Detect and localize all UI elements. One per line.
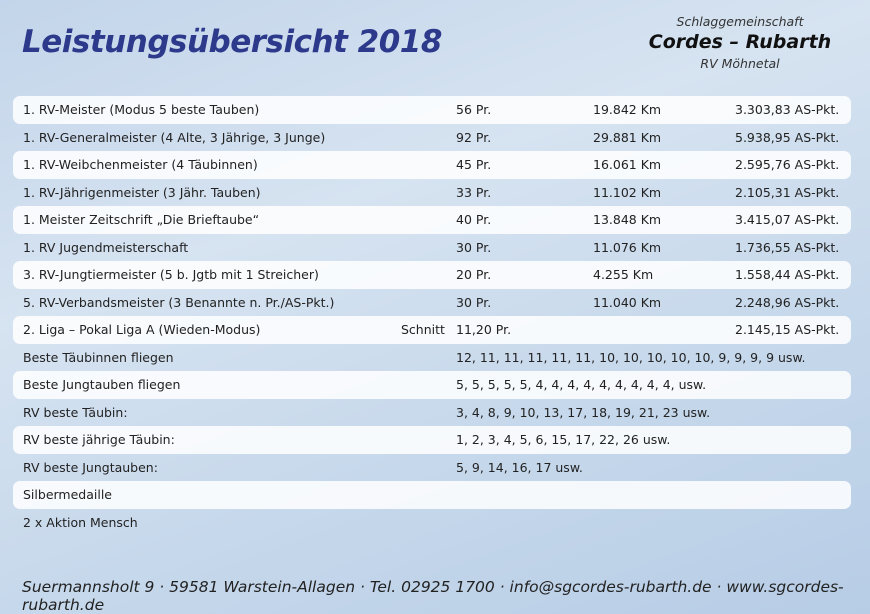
result-points: 2.105,31 AS-Pkt. bbox=[735, 184, 840, 200]
result-points: 1.736,55 AS-Pkt. bbox=[735, 239, 840, 255]
result-row: 3. RV-Jungtiermeister (5 b. Jgtb mit 1 S… bbox=[13, 261, 851, 289]
result-row: 1. RV-Weibchenmeister (4 Täubinnen) 45 Pr… bbox=[13, 151, 851, 179]
extra-value: 12, 11, 11, 11, 11, 11, 10, 10, 10, 10, … bbox=[456, 349, 806, 365]
result-label: 1. RV-Jährigenmeister (3 Jähr. Tauben) bbox=[23, 184, 261, 200]
result-prizes: 56 Pr. bbox=[456, 102, 492, 117]
extra-row: RV beste Täubin: 3, 4, 8, 9, 10, 13, 17, … bbox=[13, 399, 851, 427]
result-points: 3.415,07 AS-Pkt. bbox=[735, 212, 840, 227]
result-label: 2. Liga – Pokal Liga A (Wieden-Modus) bbox=[23, 322, 261, 337]
result-km: 19.842 Km bbox=[593, 102, 662, 117]
result-row: 1. RV Jugendmeisterschaft 30 Pr. 11.076 Km… bbox=[13, 234, 851, 262]
extra-row: RV beste Jungtauben: 5, 9, 14, 16, 17 usw… bbox=[13, 454, 851, 482]
result-row: 5. RV-Verbandsmeister (3 Benannte n. Pr.… bbox=[13, 289, 851, 317]
result-label: 1. RV-Meister (Modus 5 beste Tauben) bbox=[23, 102, 260, 117]
result-prizes: 33 Pr. bbox=[456, 184, 492, 200]
extra-label: Beste Täubinnen fliegen bbox=[23, 349, 174, 365]
extra-value: 5, 9, 14, 16, 17 usw. bbox=[456, 459, 583, 475]
club-prefix: Schlaggemeinschaft bbox=[676, 14, 804, 29]
result-km: 11.040 Km bbox=[593, 294, 662, 310]
result-km: 16.061 Km bbox=[593, 157, 662, 172]
result-points: 5.938,95 AS-Pkt. bbox=[735, 129, 840, 145]
extra-row: RV beste jährige Täubin: 1, 2, 3, 4, 5, 6… bbox=[13, 426, 851, 454]
result-km: 4.255 Km bbox=[593, 267, 654, 282]
result-points: 2.595,76 AS-Pkt. bbox=[735, 157, 840, 172]
result-label: 1. RV Jugendmeisterschaft bbox=[23, 239, 189, 255]
extra-row: Silbermedaille bbox=[13, 481, 851, 509]
result-km: 11.076 Km bbox=[593, 239, 662, 255]
result-label: 1. Meister Zeitschrift „Die Brieftaube“ bbox=[23, 212, 260, 227]
result-prizes: 40 Pr. bbox=[456, 212, 492, 227]
result-row: 1. Meister Zeitschrift „Die Brieftaube“ 4… bbox=[13, 206, 851, 234]
result-row: 1. RV-Jährigenmeister (3 Jähr. Tauben) 33… bbox=[13, 179, 851, 207]
schnitt-label: Schnitt bbox=[401, 322, 445, 337]
extra-label: Silbermedaille bbox=[23, 487, 112, 502]
result-label: 1. RV-Weibchenmeister (4 Täubinnen) bbox=[23, 157, 258, 172]
result-prizes: 30 Pr. bbox=[456, 239, 492, 255]
result-km: 11.102 Km bbox=[593, 184, 662, 200]
result-points: 2.145,15 AS-Pkt. bbox=[735, 322, 840, 337]
extra-value: 5, 5, 5, 5, 5, 4, 4, 4, 4, 4, 4, 4, 4, 4… bbox=[456, 377, 707, 392]
result-row: 1. RV-Generalmeister (4 Alte, 3 Jährige,… bbox=[13, 124, 851, 152]
result-points: 2.248,96 AS-Pkt. bbox=[735, 294, 840, 310]
extra-label: RV beste Täubin: bbox=[23, 404, 128, 420]
club-name: Cordes – Rubarth bbox=[648, 31, 832, 53]
extra-label: Beste Jungtauben fliegen bbox=[23, 377, 181, 392]
result-label: 5. RV-Verbandsmeister (3 Benannte n. Pr.… bbox=[23, 294, 335, 310]
result-prizes: 30 Pr. bbox=[456, 294, 492, 310]
result-label: 1. RV-Generalmeister (4 Alte, 3 Jährige,… bbox=[23, 129, 326, 145]
result-km: 13.848 Km bbox=[593, 212, 662, 227]
extra-row: Beste Jungtauben fliegen 5, 5, 5, 5, 5, 4… bbox=[13, 371, 851, 399]
result-row: 1. RV-Meister (Modus 5 beste Tauben) 56 P… bbox=[13, 96, 851, 124]
result-prizes: 20 Pr. bbox=[456, 267, 492, 282]
result-row: 2. Liga – Pokal Liga A (Wieden-Modus) Sch… bbox=[13, 316, 851, 344]
extra-label: RV beste jährige Täubin: bbox=[23, 432, 175, 447]
result-prizes: 45 Pr. bbox=[456, 157, 492, 172]
club-rv: RV Möhnetal bbox=[700, 56, 780, 71]
result-points: 1.558,44 AS-Pkt. bbox=[735, 267, 840, 282]
extra-row: 2 x Aktion Mensch bbox=[13, 509, 851, 537]
page-title: Leistungsübersicht 2018 bbox=[22, 24, 442, 60]
result-label: 3. RV-Jungtiermeister (5 b. Jgtb mit 1 S… bbox=[23, 267, 319, 282]
extra-value: 3, 4, 8, 9, 10, 13, 17, 18, 19, 21, 23 u… bbox=[456, 404, 711, 420]
extra-value: 1, 2, 3, 4, 5, 6, 15, 17, 22, 26 usw. bbox=[456, 432, 671, 447]
results-table: 1. RV-Meister (Modus 5 beste Tauben) 56 P… bbox=[13, 96, 851, 536]
result-prizes: 92 Pr. bbox=[456, 129, 492, 145]
club-block: Schlaggemeinschaft Cordes – Rubarth RV M… bbox=[640, 14, 840, 71]
extra-label: RV beste Jungtauben: bbox=[23, 459, 158, 475]
extra-row: Beste Täubinnen fliegen 12, 11, 11, 11, 1… bbox=[13, 344, 851, 372]
result-points: 3.303,83 AS-Pkt. bbox=[735, 102, 840, 117]
extra-label: 2 x Aktion Mensch bbox=[23, 514, 138, 530]
result-km: 29.881 Km bbox=[593, 129, 662, 145]
footer-contact: Suermannsholt 9 · 59581 Warstein-Allagen… bbox=[22, 578, 844, 614]
result-prizes: 11,20 Pr. bbox=[456, 322, 512, 337]
